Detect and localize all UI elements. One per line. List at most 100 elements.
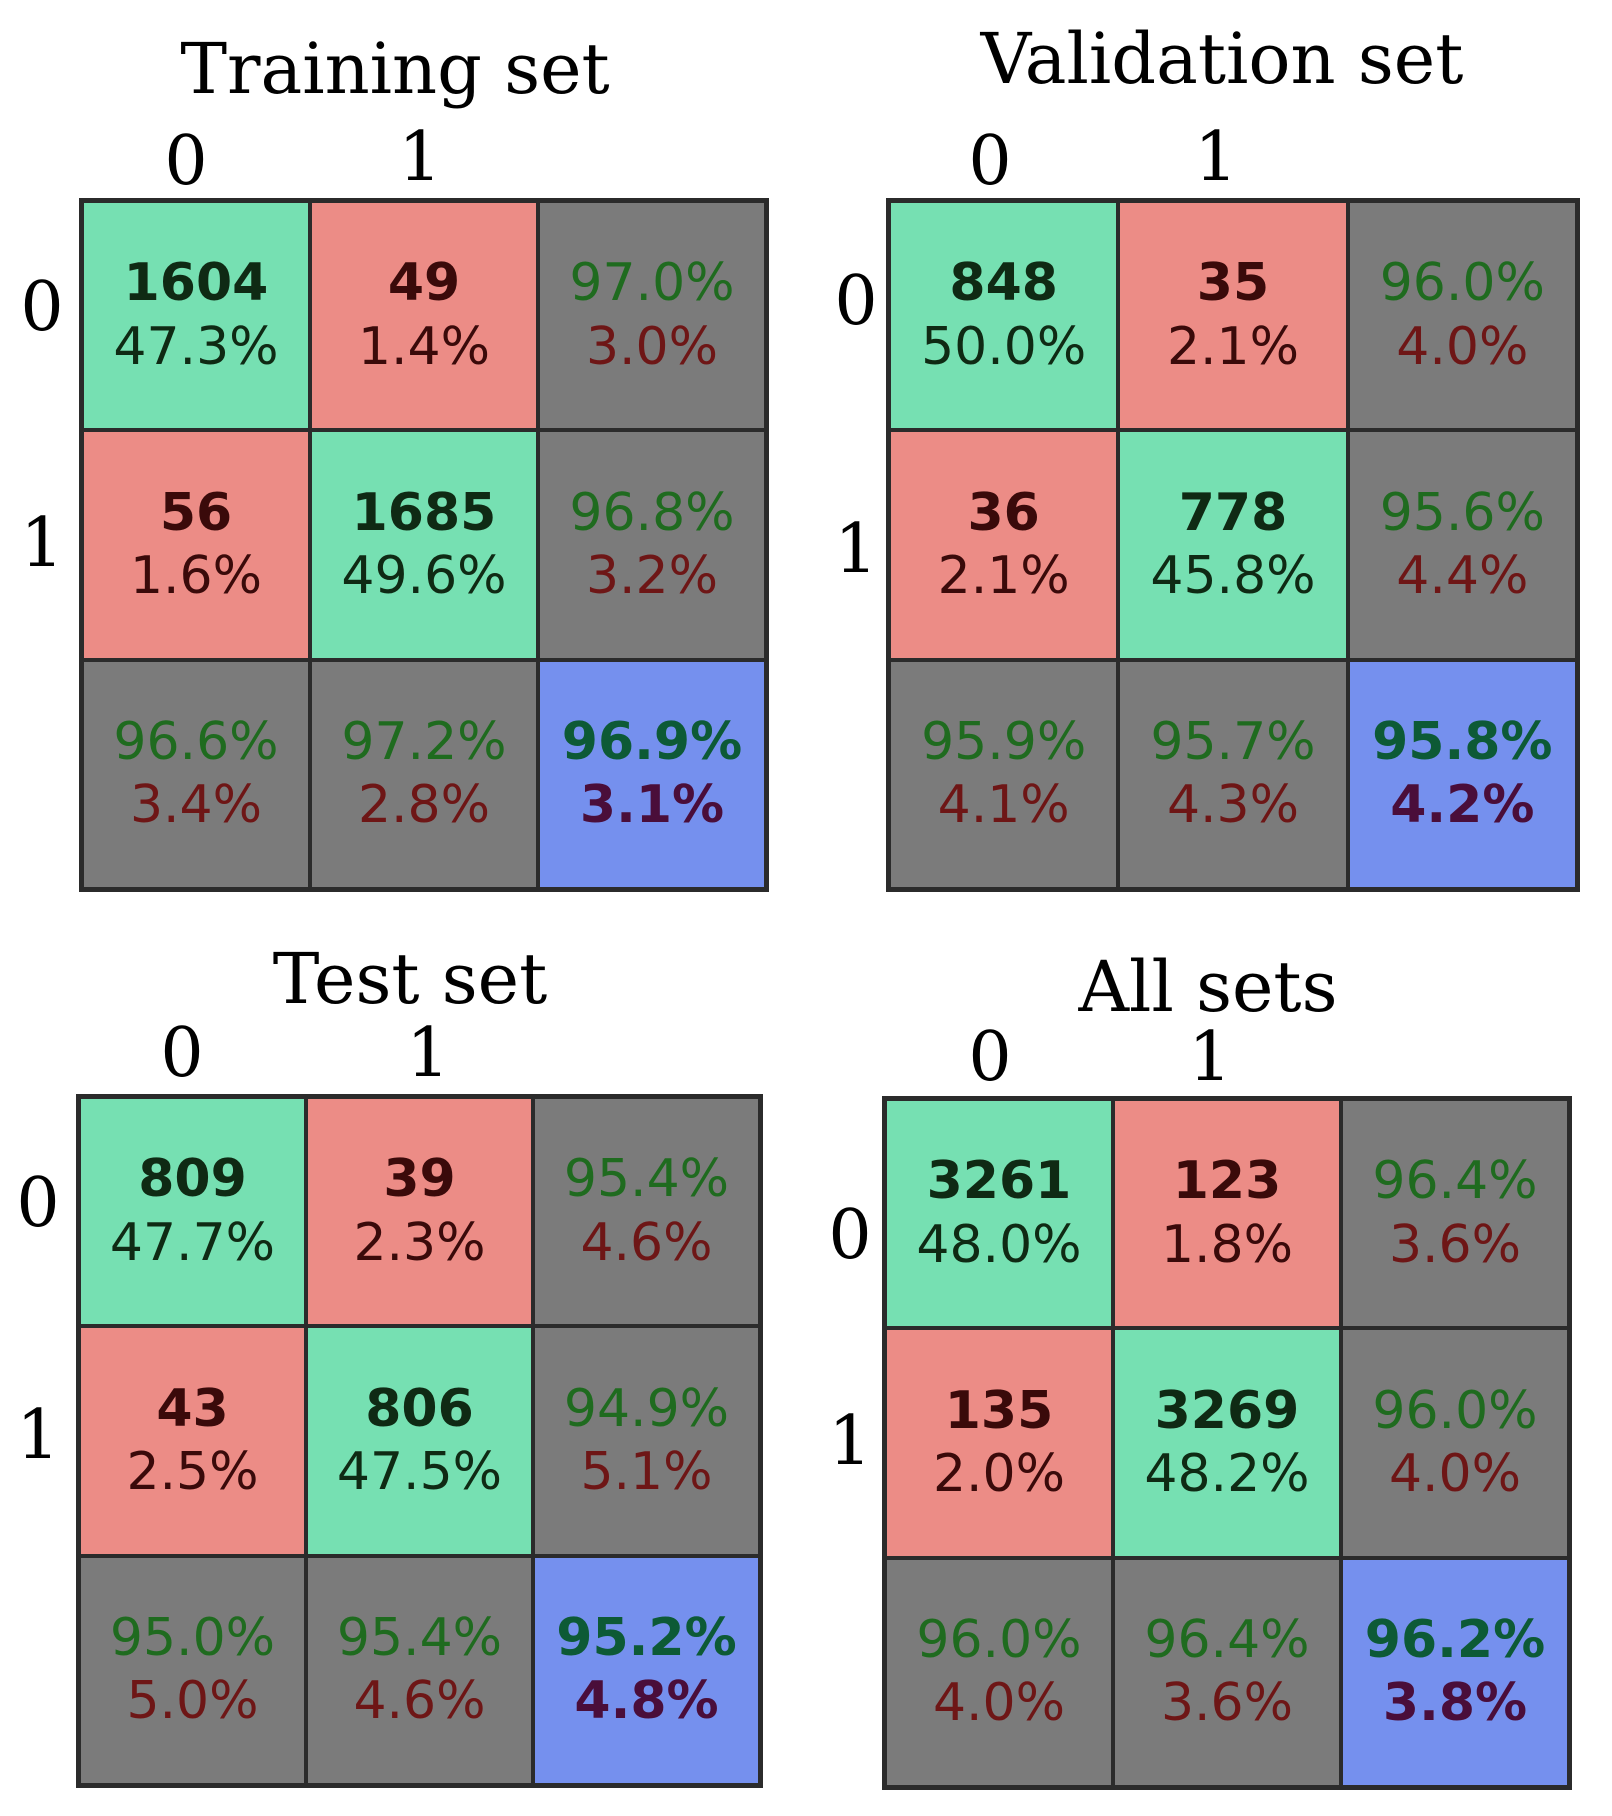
matrix-cell: 95.2% 4.8% bbox=[533, 1555, 760, 1785]
matrix-cell: 95.7% 4.3% bbox=[1118, 659, 1348, 889]
matrix-cell: 49 1.4% bbox=[310, 201, 538, 431]
cell-percent: 4.1% bbox=[937, 775, 1070, 836]
matrix-cell: 36 2.1% bbox=[889, 430, 1119, 660]
cell-value: 96.4% bbox=[1372, 1151, 1538, 1212]
cell-value: 848 bbox=[949, 253, 1058, 314]
cell-value: 96.0% bbox=[1379, 253, 1545, 314]
matrix-cell: 778 45.8% bbox=[1118, 430, 1348, 660]
cell-value: 96.4% bbox=[1144, 1609, 1310, 1670]
cell-percent: 48.0% bbox=[916, 1214, 1082, 1275]
cell-percent: 3.6% bbox=[1160, 1673, 1294, 1734]
cell-value: 97.2% bbox=[341, 711, 507, 772]
matrix-cell: 1604 47.3% bbox=[82, 201, 310, 431]
cell-percent: 2.3% bbox=[353, 1212, 486, 1273]
cell-value: 96.8% bbox=[569, 482, 735, 543]
confusion-matrix-validation: Validation set 0 1 0 1 848 50.0% 35 2.1% 9… bbox=[806, 0, 1606, 908]
cell-percent: 3.8% bbox=[1382, 1673, 1528, 1734]
row-label: 0 bbox=[20, 268, 64, 347]
matrix-cell: 123 1.8% bbox=[1113, 1099, 1341, 1329]
row-label: 1 bbox=[20, 504, 64, 583]
cell-value: 3269 bbox=[1154, 1380, 1300, 1441]
confusion-matrix-test: Test set 0 1 0 1 809 47.7% 39 2.3% 95.4% 4.… bbox=[0, 908, 800, 1816]
cell-percent: 3.1% bbox=[579, 775, 725, 836]
cell-percent: 2.1% bbox=[1166, 316, 1300, 377]
cell-value: 97.0% bbox=[569, 253, 735, 314]
matrix-cell: 95.9% 4.1% bbox=[889, 659, 1119, 889]
cell-value: 123 bbox=[1172, 1151, 1282, 1212]
cell-value: 95.9% bbox=[921, 711, 1087, 772]
cell-percent: 3.0% bbox=[585, 316, 719, 377]
matrix-cell: 97.2% 2.8% bbox=[310, 659, 538, 889]
matrix-grid: 3261 48.0% 123 1.8% 96.4% 3.6% 135 2.0% 3269… bbox=[882, 1096, 1572, 1790]
matrix-cell: 135 2.0% bbox=[885, 1328, 1113, 1558]
cell-value: 39 bbox=[383, 1149, 456, 1210]
matrix-cell: 96.9% 3.1% bbox=[538, 659, 766, 889]
cell-percent: 3.2% bbox=[585, 545, 719, 606]
matrix-cell: 95.6% 4.4% bbox=[1347, 430, 1577, 660]
matrix-cell: 95.4% 4.6% bbox=[533, 1097, 760, 1327]
matrix-cell: 97.0% 3.0% bbox=[538, 201, 766, 431]
cell-percent: 3.6% bbox=[1388, 1214, 1522, 1275]
matrix-grid: 809 47.7% 39 2.3% 95.4% 4.6% 43 2.5% 806 47.5… bbox=[76, 1094, 763, 1788]
column-label: 1 bbox=[1188, 1018, 1232, 1097]
cell-value: 96.0% bbox=[1372, 1380, 1538, 1441]
confusion-matrix-all: All sets 0 1 0 1 3261 48.0% 123 1.8% 96.4%… bbox=[806, 908, 1606, 1816]
cell-percent: 50.0% bbox=[921, 316, 1087, 377]
matrix-cell: 809 47.7% bbox=[79, 1097, 306, 1327]
cell-percent: 1.4% bbox=[357, 316, 491, 377]
cell-percent: 5.0% bbox=[126, 1671, 259, 1732]
cell-value: 3261 bbox=[926, 1151, 1072, 1212]
matrix-cell: 848 50.0% bbox=[889, 201, 1119, 431]
cell-percent: 47.3% bbox=[113, 316, 279, 377]
matrix-cell: 95.0% 5.0% bbox=[79, 1555, 306, 1785]
cell-percent: 4.3% bbox=[1166, 775, 1300, 836]
column-label: 0 bbox=[968, 1018, 1012, 1097]
cell-percent: 4.6% bbox=[353, 1671, 486, 1732]
cell-value: 96.2% bbox=[1364, 1609, 1546, 1670]
cell-percent: 4.0% bbox=[1388, 1443, 1522, 1504]
cell-percent: 49.6% bbox=[341, 545, 507, 606]
cell-value: 778 bbox=[1178, 482, 1288, 543]
cell-percent: 3.4% bbox=[129, 775, 263, 836]
matrix-cell: 96.8% 3.2% bbox=[538, 430, 766, 660]
row-label: 0 bbox=[16, 1164, 60, 1243]
cell-value: 94.9% bbox=[563, 1378, 730, 1439]
cell-percent: 5.1% bbox=[580, 1441, 713, 1502]
cell-value: 1604 bbox=[123, 253, 269, 314]
cell-value: 96.0% bbox=[916, 1609, 1082, 1670]
matrix-cell: 96.4% 3.6% bbox=[1113, 1557, 1341, 1787]
cell-percent: 48.2% bbox=[1144, 1443, 1310, 1504]
cell-percent: 4.8% bbox=[574, 1671, 719, 1732]
cell-value: 95.2% bbox=[556, 1607, 737, 1668]
matrix-cell: 95.8% 4.2% bbox=[1347, 659, 1577, 889]
cell-value: 95.4% bbox=[336, 1607, 503, 1668]
matrix-cell: 1685 49.6% bbox=[310, 430, 538, 660]
column-label: 0 bbox=[164, 122, 208, 201]
matrix-cell: 96.6% 3.4% bbox=[82, 659, 310, 889]
cell-value: 35 bbox=[1196, 253, 1270, 314]
cell-percent: 4.4% bbox=[1396, 545, 1529, 606]
panel-title: Test set bbox=[272, 938, 548, 1020]
cell-percent: 4.2% bbox=[1390, 775, 1535, 836]
cell-value: 95.6% bbox=[1379, 482, 1545, 543]
row-label: 1 bbox=[16, 1396, 60, 1475]
cell-value: 809 bbox=[138, 1149, 247, 1210]
matrix-grid: 1604 47.3% 49 1.4% 97.0% 3.0% 56 1.6% 1685 49… bbox=[79, 198, 769, 892]
cell-value: 96.6% bbox=[113, 711, 279, 772]
cell-value: 95.0% bbox=[109, 1607, 276, 1668]
matrix-cell: 96.4% 3.6% bbox=[1341, 1099, 1569, 1329]
cell-percent: 2.0% bbox=[932, 1443, 1066, 1504]
cell-percent: 4.6% bbox=[580, 1212, 713, 1273]
cell-value: 95.7% bbox=[1150, 711, 1316, 772]
column-label: 0 bbox=[968, 122, 1012, 201]
cell-value: 95.8% bbox=[1372, 711, 1553, 772]
cell-value: 56 bbox=[159, 482, 233, 543]
matrix-cell: 96.2% 3.8% bbox=[1341, 1557, 1569, 1787]
cell-percent: 1.8% bbox=[1160, 1214, 1294, 1275]
column-label: 1 bbox=[406, 1014, 450, 1093]
matrix-cell: 3269 48.2% bbox=[1113, 1328, 1341, 1558]
cell-value: 36 bbox=[967, 482, 1040, 543]
cell-value: 1685 bbox=[351, 482, 497, 543]
matrix-cell: 43 2.5% bbox=[79, 1326, 306, 1556]
matrix-cell: 96.0% 4.0% bbox=[885, 1557, 1113, 1787]
